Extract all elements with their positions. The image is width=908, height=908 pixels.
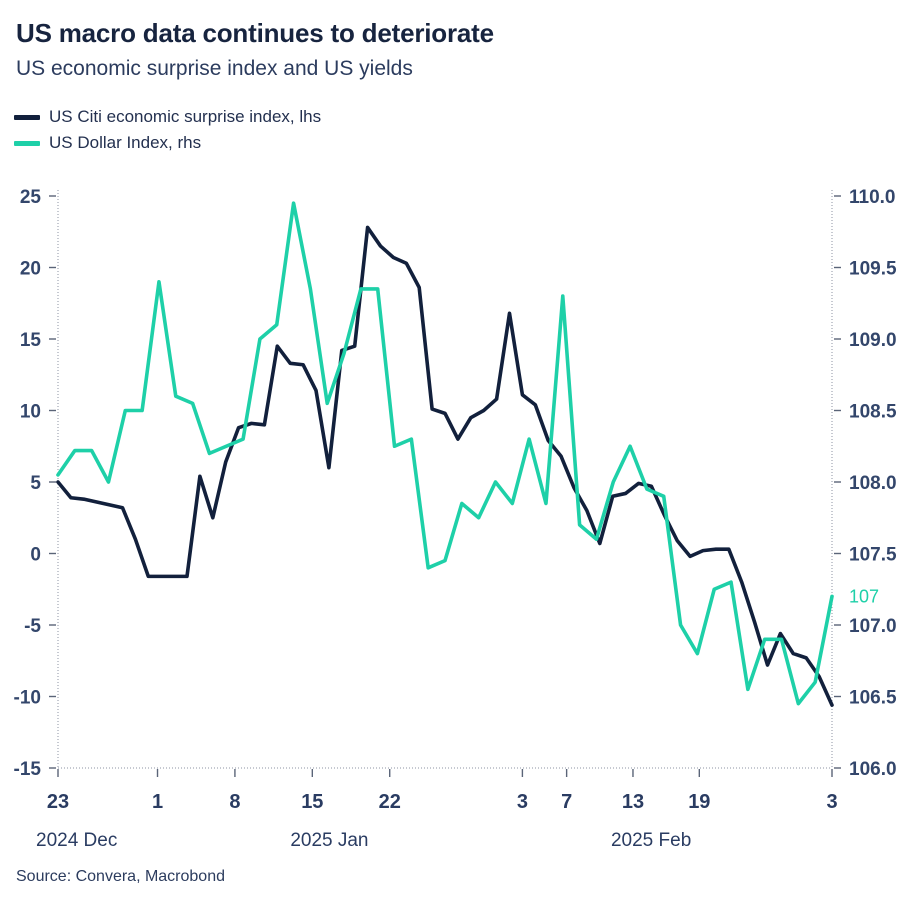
y-tick-label-right: 106.5	[849, 688, 897, 709]
x-tick-label: 7	[561, 791, 572, 813]
legend-label-citi-surprise-index: US Citi economic surprise index, lhs	[49, 107, 322, 126]
y-tick-label-left: 10	[20, 402, 41, 423]
y-tick-label-left: -5	[24, 616, 41, 637]
legend-item-citi-surprise-index[interactable]: US Citi economic surprise index, lhs	[14, 104, 321, 130]
y-tick-label-right: 107.5	[849, 545, 897, 566]
x-month-label: 2025 Jan	[290, 830, 368, 851]
legend-swatch-navy	[14, 114, 40, 120]
x-tick-label: 8	[229, 791, 240, 813]
x-tick-label: 1	[152, 791, 163, 813]
page-title: US macro data continues to deteriorate	[16, 18, 494, 48]
x-tick-label: 22	[379, 791, 401, 813]
page-subtitle: US economic surprise index and US yields	[16, 57, 413, 80]
legend-label-dollar-index: US Dollar Index, rhs	[49, 133, 202, 152]
x-tick-label: 3	[826, 791, 837, 813]
x-tick-label: 3	[517, 791, 528, 813]
y-tick-label-left: -10	[14, 688, 41, 709]
x-month-label: 2025 Feb	[611, 830, 691, 851]
chart-legend: US Citi economic surprise index, lhs US …	[14, 104, 321, 156]
y-tick-label-right: 106.0	[849, 759, 897, 780]
x-month-label: 2024 Dec	[36, 830, 117, 851]
y-tick-label-right: 109.5	[849, 259, 897, 280]
y-tick-label-right: 108.0	[849, 473, 897, 494]
series-line-citi-surprise-index	[56, 225, 834, 707]
y-tick-label-left: 0	[30, 545, 41, 566]
y-tick-label-right: 107.0	[849, 616, 897, 637]
legend-swatch-teal	[14, 140, 40, 146]
y-tick-label-right: 109.0	[849, 330, 897, 351]
y-tick-label-left: 20	[20, 259, 41, 280]
legend-item-dollar-index[interactable]: US Dollar Index, rhs	[14, 130, 321, 156]
y-tick-label-left: 15	[20, 330, 42, 351]
x-tick-label: 13	[622, 791, 644, 813]
x-tick-label: 15	[301, 791, 323, 813]
y-tick-label-left: -15	[14, 759, 42, 780]
annotations-layer: 107	[849, 586, 879, 606]
annotation-label-107: 107	[849, 586, 879, 606]
y-tick-label-left: 5	[30, 473, 41, 494]
series-line-dollar-index	[56, 201, 834, 706]
y-tick-label-left: 25	[20, 187, 42, 208]
x-tick-label: 19	[688, 791, 710, 813]
y-tick-label-right: 108.5	[849, 402, 897, 423]
labels-layer: 25 20 15 10 5 0 -5 -10 -15 110.0 109.5 109.0 108.5 10…	[14, 187, 897, 851]
axes-layer	[49, 190, 841, 777]
series-layer	[56, 201, 834, 707]
source-note: Source: Convera, Macrobond	[16, 868, 225, 885]
y-tick-label-right: 110.0	[849, 187, 896, 208]
x-tick-label: 23	[47, 791, 69, 813]
